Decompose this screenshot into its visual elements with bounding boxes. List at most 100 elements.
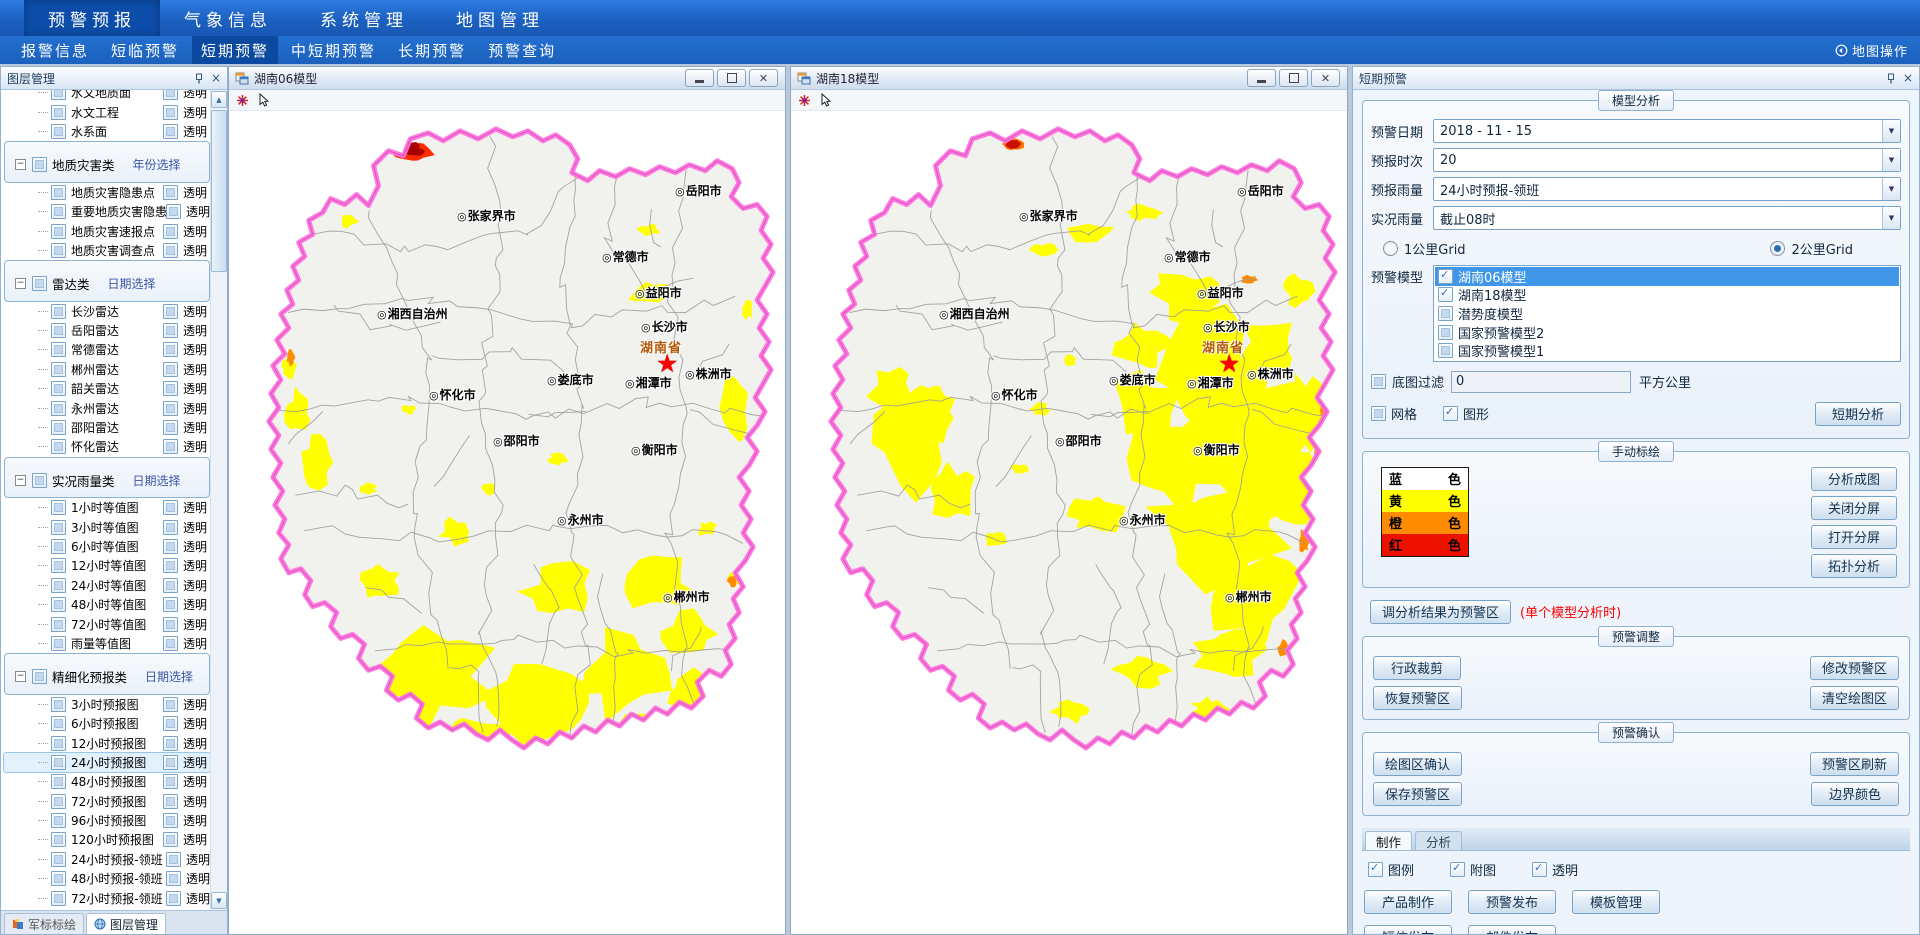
layer-checkbox[interactable] bbox=[51, 871, 66, 887]
warning-model-item[interactable]: 国家预警模型1 bbox=[1435, 341, 1899, 360]
tree-item-row[interactable]: 重要地质灾害隐患点 透明 bbox=[4, 202, 210, 221]
color-row[interactable]: 橙色 bbox=[1382, 511, 1468, 534]
transparent-checkbox[interactable] bbox=[163, 381, 178, 397]
layer-checkbox[interactable] bbox=[51, 184, 66, 200]
transparent-checkbox[interactable] bbox=[163, 400, 178, 416]
transparent-checkbox[interactable] bbox=[163, 500, 178, 516]
color-row[interactable]: 蓝色 bbox=[1382, 467, 1468, 490]
tree-group-row[interactable]: − 实况雨量类 日期选择 bbox=[4, 456, 210, 499]
tree-item-row[interactable]: 地质灾害隐患点 透明 bbox=[4, 183, 210, 202]
chevron-down-icon[interactable]: ▼ bbox=[1882, 120, 1900, 142]
layer-checkbox[interactable] bbox=[51, 223, 66, 239]
tree-scrollbar[interactable]: ▲ ▼ bbox=[210, 90, 227, 910]
menu-item[interactable]: 系统管理 bbox=[320, 10, 408, 31]
layer-checkbox[interactable] bbox=[51, 342, 66, 358]
window-title-bar[interactable]: 湖南18模型 ✕ bbox=[791, 67, 1347, 90]
product-option-checkbox[interactable]: 附图 bbox=[1450, 860, 1496, 879]
tree-item-row[interactable]: 地质灾害调查点 透明 bbox=[4, 241, 210, 260]
layer-checkbox[interactable] bbox=[32, 157, 47, 173]
scroll-up-icon[interactable]: ▲ bbox=[211, 91, 227, 108]
tree-item-row[interactable]: 6小时等值图 透明 bbox=[4, 537, 210, 556]
manual-plot-button[interactable]: 拓扑分析 bbox=[1811, 553, 1897, 578]
tree-item-row[interactable]: 水系面 透明 bbox=[4, 122, 210, 141]
close-button[interactable]: ✕ bbox=[1311, 69, 1340, 87]
layer-checkbox[interactable] bbox=[51, 597, 66, 613]
layer-checkbox[interactable] bbox=[51, 323, 66, 339]
warning-adjust-button[interactable]: 修改预警区 bbox=[1809, 655, 1899, 680]
tree-item-row[interactable]: 6小时预报图 透明 bbox=[4, 714, 210, 733]
grid-checkbox[interactable]: 网格 bbox=[1371, 404, 1417, 423]
tree-item-row[interactable]: 96小时预报图 透明 bbox=[4, 811, 210, 830]
chevron-down-icon[interactable]: ▼ bbox=[1882, 178, 1900, 200]
sub-menu-item[interactable]: 报警信息 bbox=[21, 41, 90, 60]
layer-checkbox[interactable] bbox=[51, 420, 66, 436]
close-icon[interactable]: × bbox=[210, 71, 221, 85]
field-dropdown[interactable]: 截止08时 ▼ bbox=[1433, 206, 1901, 230]
transparent-checkbox[interactable] bbox=[163, 696, 178, 712]
tree-item-row[interactable]: 水文工程 透明 bbox=[4, 102, 210, 121]
layer-checkbox[interactable] bbox=[51, 696, 66, 712]
transparent-checkbox[interactable] bbox=[163, 519, 178, 535]
transparent-checkbox[interactable] bbox=[163, 90, 178, 101]
layer-checkbox[interactable] bbox=[51, 381, 66, 397]
minimize-button[interactable] bbox=[685, 69, 714, 87]
basemap-filter-input[interactable]: 0 bbox=[1451, 370, 1632, 393]
tree-item-row[interactable]: 地质灾害速报点 透明 bbox=[4, 221, 210, 240]
tree-item-row[interactable]: 岳阳雷达 透明 bbox=[4, 321, 210, 340]
layer-checkbox[interactable] bbox=[51, 635, 66, 651]
warning-adjust-button[interactable]: 行政裁剪 bbox=[1373, 655, 1461, 680]
transparent-checkbox[interactable] bbox=[163, 104, 178, 120]
make-analyze-tab[interactable]: 分析 bbox=[1415, 830, 1463, 850]
layer-checkbox[interactable] bbox=[51, 242, 66, 258]
collapse-icon[interactable]: − bbox=[15, 474, 26, 486]
transparent-checkbox[interactable] bbox=[163, 774, 178, 790]
sub-menu-item[interactable]: 短期预警 bbox=[192, 36, 279, 64]
transparent-checkbox[interactable] bbox=[165, 871, 181, 887]
product-button[interactable]: 预警发布 bbox=[1468, 889, 1556, 914]
maximize-button[interactable] bbox=[717, 69, 746, 87]
date-select-link[interactable]: 年份选择 bbox=[132, 158, 181, 173]
color-row[interactable]: 红色 bbox=[1382, 533, 1468, 556]
transparent-checkbox[interactable] bbox=[163, 635, 178, 651]
tree-item-row[interactable]: 48小时预报-领班 透明 bbox=[4, 869, 210, 888]
plot-symbol-icon[interactable] bbox=[236, 94, 249, 107]
transparent-checkbox[interactable] bbox=[163, 439, 178, 455]
transparent-checkbox[interactable] bbox=[163, 832, 178, 848]
layer-checkbox[interactable] bbox=[51, 123, 66, 139]
product-button[interactable]: 模板管理 bbox=[1572, 889, 1660, 914]
menu-item[interactable]: 地图管理 bbox=[456, 10, 544, 31]
tree-group-row[interactable]: − 雷达类 日期选择 bbox=[4, 260, 210, 302]
tree-item-row[interactable]: 长沙雷达 透明 bbox=[4, 302, 210, 321]
tree-item-row[interactable]: 雨量等值图 透明 bbox=[4, 634, 210, 653]
tree-item-row[interactable]: 常德雷达 透明 bbox=[4, 340, 210, 359]
layer-checkbox[interactable] bbox=[51, 832, 66, 848]
layer-checkbox[interactable] bbox=[51, 361, 66, 377]
warning-confirm-button[interactable]: 边界颜色 bbox=[1811, 781, 1899, 806]
basemap-filter-checkbox[interactable] bbox=[1371, 374, 1386, 390]
warning-model-item[interactable]: 潜势度模型 bbox=[1435, 304, 1899, 323]
warning-confirm-button[interactable]: 保存预警区 bbox=[1373, 781, 1463, 806]
transparent-checkbox[interactable] bbox=[163, 420, 178, 436]
transparent-checkbox[interactable] bbox=[163, 577, 178, 593]
layer-checkbox[interactable] bbox=[51, 519, 66, 535]
tree-item-row[interactable]: 3小时等值图 透明 bbox=[4, 517, 210, 536]
layer-checkbox[interactable] bbox=[51, 104, 66, 120]
transparent-checkbox[interactable] bbox=[163, 303, 178, 319]
layer-checkbox[interactable] bbox=[51, 793, 66, 809]
warning-adjust-button[interactable]: 恢复预警区 bbox=[1373, 685, 1463, 710]
pin-icon[interactable] bbox=[1886, 73, 1896, 84]
transparent-checkbox[interactable] bbox=[163, 539, 178, 554]
tree-item-row[interactable]: 邵阳雷达 透明 bbox=[4, 418, 210, 437]
date-select-link[interactable]: 日期选择 bbox=[132, 473, 181, 488]
layer-checkbox[interactable] bbox=[51, 303, 66, 319]
layer-checkbox[interactable] bbox=[51, 439, 66, 455]
product-button[interactable]: 邮件发布 bbox=[1468, 924, 1556, 934]
province-map[interactable] bbox=[229, 111, 785, 934]
layer-checkbox[interactable] bbox=[51, 577, 66, 593]
tree-item-row[interactable]: 72小时等值图 透明 bbox=[4, 614, 210, 633]
warning-color-table[interactable]: 蓝色黄色橙色红色 bbox=[1381, 466, 1469, 557]
product-option-checkbox[interactable]: 图例 bbox=[1368, 860, 1414, 879]
apply-analysis-result-button[interactable]: 调分析结果为预警区 bbox=[1370, 599, 1512, 624]
manual-plot-button[interactable]: 打开分屏 bbox=[1811, 524, 1897, 549]
province-map[interactable] bbox=[791, 111, 1347, 934]
